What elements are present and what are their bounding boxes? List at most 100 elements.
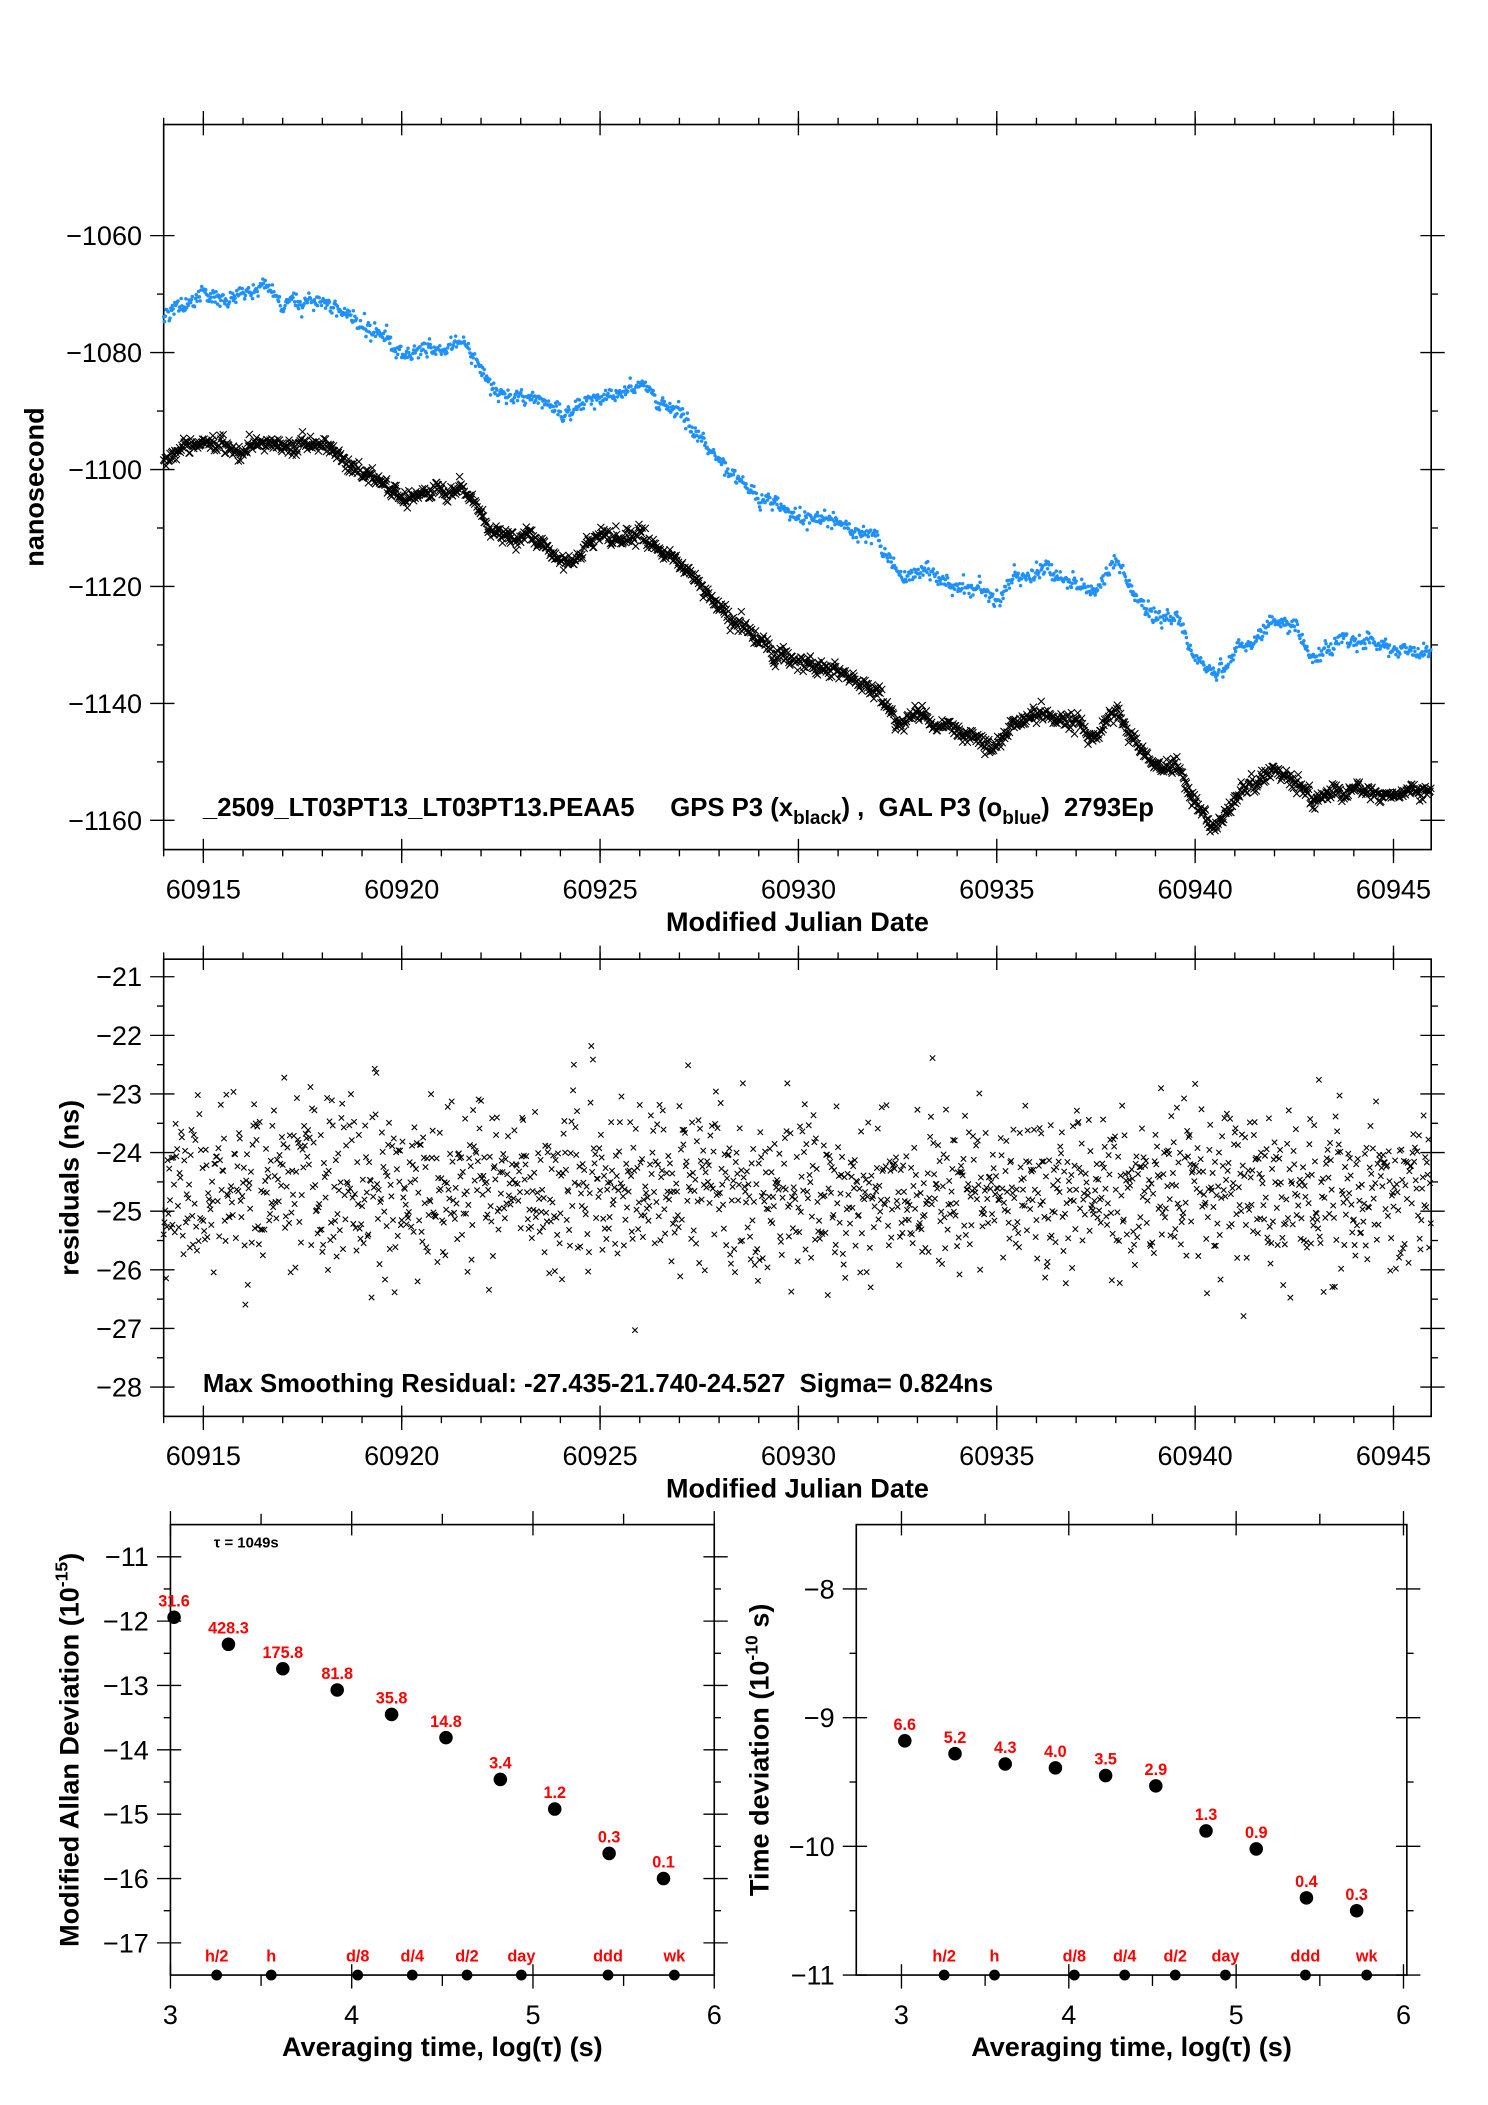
residual-point xyxy=(1333,1236,1340,1244)
data-point-x xyxy=(695,576,704,585)
data-point-x xyxy=(1120,718,1129,726)
data-point-x xyxy=(1095,734,1104,743)
data-point-o xyxy=(254,287,259,291)
data-point-x xyxy=(512,546,520,554)
residual-point xyxy=(722,1169,729,1176)
data-point-o xyxy=(1175,610,1179,614)
residual-point xyxy=(232,1234,239,1242)
residual-point xyxy=(904,1206,911,1213)
residual-point xyxy=(805,1122,812,1129)
residual-point xyxy=(1305,1200,1312,1207)
residual-point xyxy=(187,1151,194,1159)
residual-point xyxy=(1219,1133,1226,1140)
data-point-x xyxy=(759,632,768,641)
data-point-o xyxy=(428,342,433,347)
data-point-x xyxy=(1067,708,1076,717)
residual-point xyxy=(429,1127,436,1134)
data-point-x xyxy=(578,553,587,562)
residual-point xyxy=(696,1259,703,1267)
data-point-o xyxy=(554,404,559,408)
residual-point xyxy=(1166,1196,1173,1203)
data-point-o xyxy=(1033,575,1037,579)
residual-point xyxy=(941,1214,948,1221)
residual-point xyxy=(358,1221,365,1228)
residual-point xyxy=(592,1151,599,1158)
residual-point xyxy=(1123,1231,1130,1238)
x-axis-title: Modified Julian Date xyxy=(666,907,929,937)
residual-point xyxy=(1242,1221,1250,1229)
residual-point xyxy=(243,1151,251,1158)
data-point-o xyxy=(298,299,302,304)
residual-point xyxy=(616,1148,623,1155)
residual-point xyxy=(808,1254,815,1261)
residual-point xyxy=(409,1161,416,1168)
data-point-o xyxy=(1412,645,1416,650)
residual-point xyxy=(1103,1213,1110,1220)
data-point-x xyxy=(1216,815,1225,824)
residual-point xyxy=(769,1220,776,1227)
data-point-o xyxy=(1420,649,1424,654)
residual-point xyxy=(1320,1288,1327,1296)
residual-point xyxy=(517,1225,524,1232)
residual-point xyxy=(735,1197,742,1204)
residual-point xyxy=(554,1231,561,1238)
residual-point xyxy=(781,1134,789,1142)
residual-point xyxy=(562,1149,569,1156)
residual-point xyxy=(427,1091,435,1098)
residual-point xyxy=(278,1134,285,1141)
data-point-x xyxy=(1335,783,1344,792)
residual-point xyxy=(180,1251,187,1258)
data-point-o xyxy=(425,355,429,359)
data-point-o xyxy=(453,334,458,338)
residual-point xyxy=(531,1169,538,1176)
data-point-o xyxy=(1317,646,1321,651)
residual-point xyxy=(1169,1169,1177,1177)
residual-point xyxy=(927,1133,934,1140)
data-point-o xyxy=(831,510,836,515)
residual-point xyxy=(234,1163,241,1170)
residual-point xyxy=(695,1117,702,1124)
data-point-o xyxy=(488,377,492,381)
residual-point xyxy=(1065,1235,1072,1242)
residual-point xyxy=(353,1247,360,1254)
residual-point xyxy=(307,1083,314,1091)
residual-point xyxy=(1235,1184,1242,1191)
data-point-o xyxy=(1111,566,1116,570)
residual-point xyxy=(989,1151,996,1158)
data-point-o xyxy=(934,579,939,584)
residual-point xyxy=(1130,1241,1138,1248)
panel-1: 60915 60920 60925 60930 60935 60940 60945−21−2… xyxy=(54,945,1445,1504)
residual-point xyxy=(1098,1194,1105,1201)
data-point-x xyxy=(243,448,251,457)
data-point-o xyxy=(495,388,499,392)
residual-point xyxy=(291,1200,298,1208)
residual-point xyxy=(596,1187,604,1194)
data-point-o xyxy=(388,335,393,340)
residual-point xyxy=(467,1163,474,1170)
data-point-o xyxy=(651,388,655,393)
residual-point xyxy=(746,1233,754,1240)
residual-point xyxy=(1299,1164,1307,1171)
residual-point xyxy=(1248,1201,1255,1208)
data-point-o xyxy=(620,395,625,399)
data-point-x xyxy=(349,462,358,470)
data-point-x xyxy=(1261,777,1270,786)
data-point-o xyxy=(1425,644,1429,649)
residual-point xyxy=(400,1194,407,1201)
data-point-o xyxy=(1367,631,1371,635)
data-point-o xyxy=(991,592,995,596)
residual-point xyxy=(1277,1179,1284,1186)
data-point-o xyxy=(1329,642,1333,646)
data-point-x xyxy=(1056,718,1065,726)
data-point-o xyxy=(234,289,239,293)
data-point-o xyxy=(567,408,571,412)
data-point-o xyxy=(221,293,225,297)
residual-point xyxy=(166,1197,174,1204)
residual-point xyxy=(333,1253,340,1260)
residual-point xyxy=(1204,1214,1211,1221)
data-point-o xyxy=(1058,570,1063,574)
residual-point xyxy=(1369,1145,1376,1152)
residual-point xyxy=(653,1198,660,1206)
data-point-o xyxy=(473,364,478,368)
x-axis-title: Modified Julian Date xyxy=(666,1474,929,1504)
